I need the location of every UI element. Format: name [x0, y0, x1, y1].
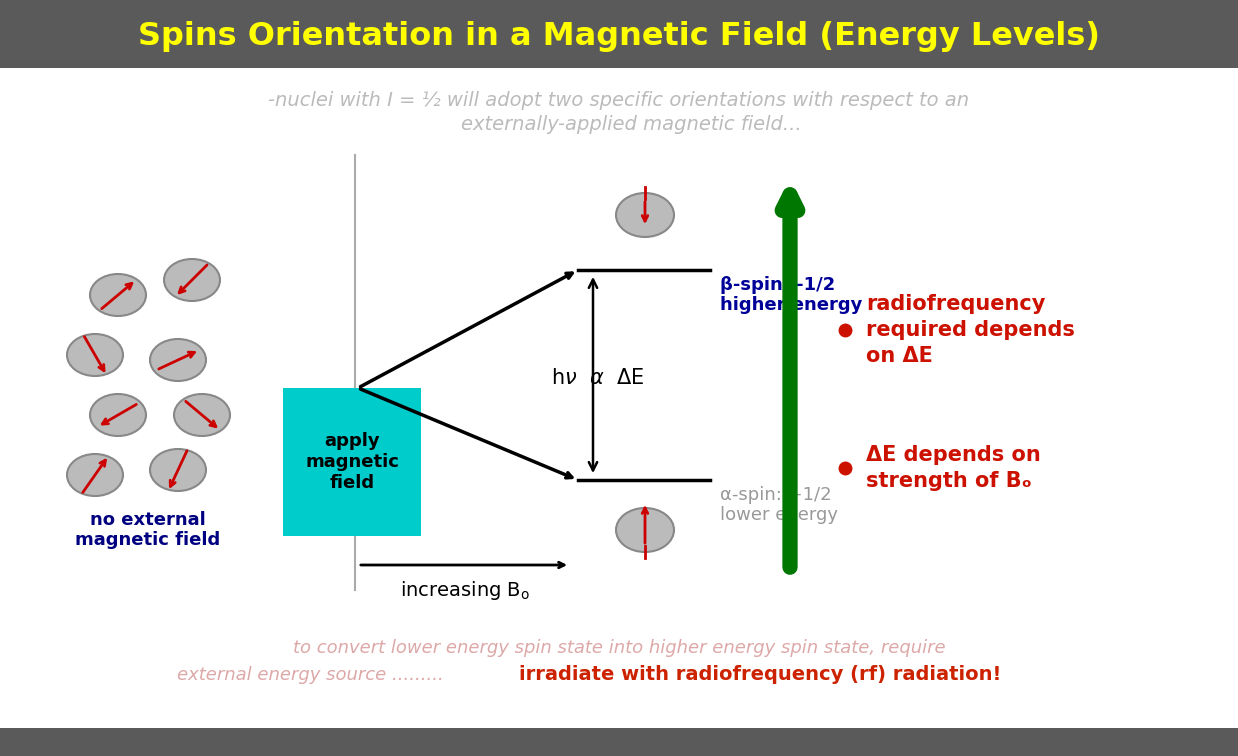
Bar: [284, 388, 421, 536]
Text: h$\nu$  $\alpha$  $\Delta$E: h$\nu$ $\alpha$ $\Delta$E: [551, 368, 645, 388]
Text: β-spin: -1/2
higher energy: β-spin: -1/2 higher energy: [721, 276, 863, 314]
Bar: [0, 0, 1238, 68]
Text: apply
magnetic
field: apply magnetic field: [305, 432, 399, 492]
Ellipse shape: [90, 274, 146, 316]
Ellipse shape: [67, 454, 123, 496]
Text: α-spin: +1/2
lower energy: α-spin: +1/2 lower energy: [721, 485, 838, 525]
Ellipse shape: [150, 339, 206, 381]
Text: radiofrequency
required depends
on ΔE: radiofrequency required depends on ΔE: [867, 293, 1075, 367]
Text: external energy source .........: external energy source .........: [177, 666, 443, 684]
Text: irradiate with radiofrequency (rf) radiation!: irradiate with radiofrequency (rf) radia…: [519, 665, 1002, 684]
Ellipse shape: [90, 394, 146, 436]
Text: externally-applied magnetic field...: externally-applied magnetic field...: [436, 116, 802, 135]
Ellipse shape: [150, 449, 206, 491]
Text: Spins Orientation in a Magnetic Field (Energy Levels): Spins Orientation in a Magnetic Field (E…: [137, 20, 1101, 51]
Bar: [0, 728, 1238, 756]
Ellipse shape: [175, 394, 230, 436]
Ellipse shape: [617, 193, 673, 237]
Text: ΔE depends on
strength of Bₒ: ΔE depends on strength of Bₒ: [867, 445, 1041, 491]
Ellipse shape: [617, 508, 673, 552]
Text: no external
magnetic field: no external magnetic field: [76, 510, 220, 550]
Text: -nuclei with I = ½ will adopt two specific orientations with respect to an: -nuclei with I = ½ will adopt two specif…: [269, 91, 969, 110]
Text: to convert lower energy spin state into higher energy spin state, require: to convert lower energy spin state into …: [292, 639, 946, 657]
Text: increasing $\mathregular{B_o}$: increasing $\mathregular{B_o}$: [400, 578, 530, 602]
Ellipse shape: [163, 259, 220, 301]
Ellipse shape: [67, 334, 123, 376]
